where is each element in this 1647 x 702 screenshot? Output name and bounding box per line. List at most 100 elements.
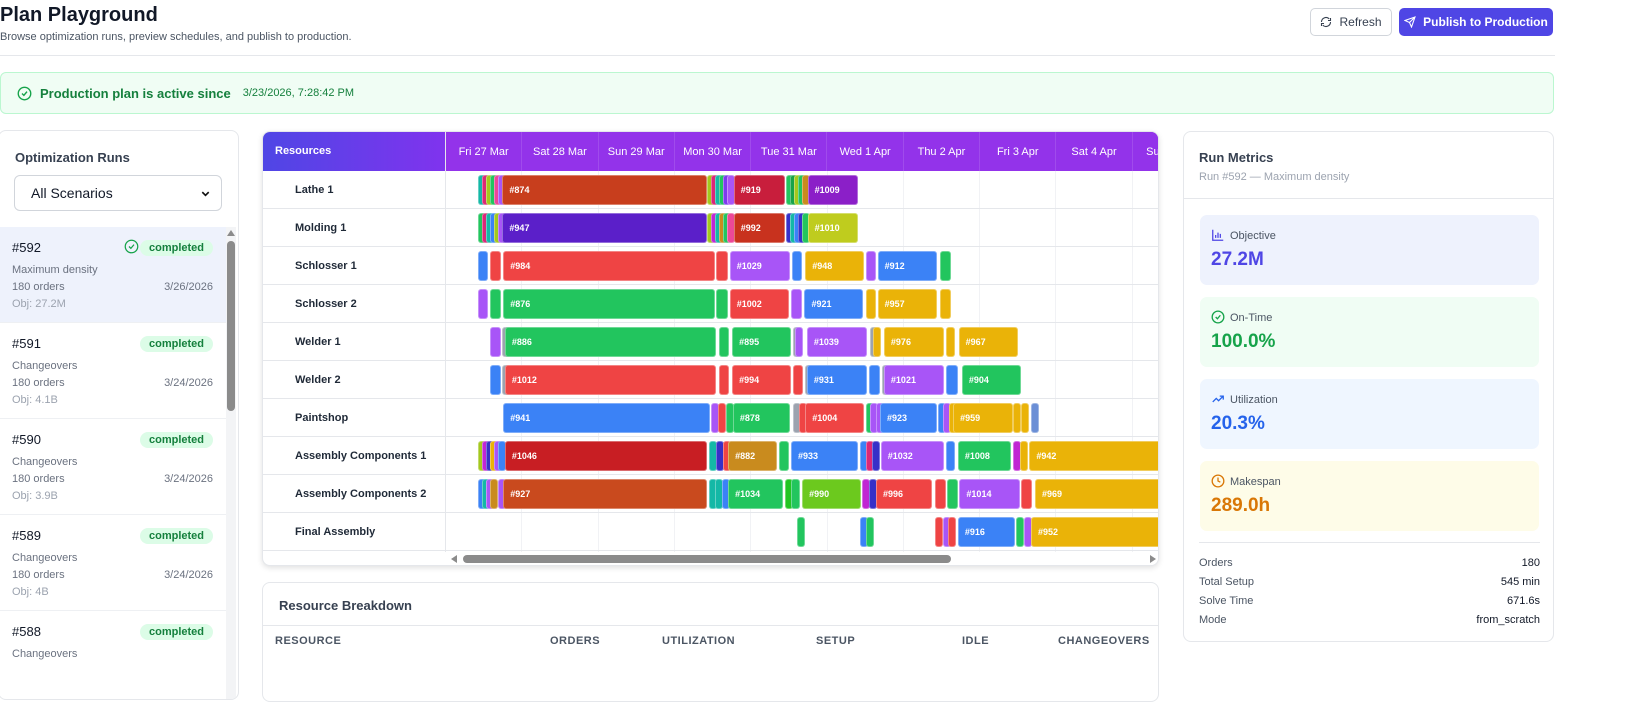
order-bar[interactable]: #904: [961, 365, 1021, 395]
order-bar[interactable]: #941: [503, 403, 710, 433]
order-bar[interactable]: #1039: [806, 327, 868, 357]
setup-bar[interactable]: [945, 365, 958, 395]
setup-bar[interactable]: [939, 289, 952, 319]
run-item[interactable]: #589 completed Changeovers 180 orders 3/24/2…: [0, 515, 227, 611]
col-setup[interactable]: SETUP: [816, 635, 856, 647]
order-bar[interactable]: #952: [1030, 517, 1158, 547]
setup-bar[interactable]: [794, 327, 803, 357]
order-bar[interactable]: #916: [957, 517, 1016, 547]
setup-bar[interactable]: [946, 479, 958, 509]
run-item[interactable]: #592 completed Maximum density 180 orders 3/…: [0, 227, 227, 323]
setup-bar[interactable]: [945, 441, 955, 471]
setup-bar[interactable]: [796, 517, 805, 547]
setup-bar[interactable]: [872, 441, 880, 471]
order-bar[interactable]: #927: [503, 479, 707, 509]
setup-bar[interactable]: [872, 327, 881, 357]
col-changeovers[interactable]: CHANGEOVERS: [1058, 635, 1150, 647]
order-bar[interactable]: #1009: [807, 175, 859, 205]
order-bar[interactable]: #876: [503, 289, 715, 319]
setup-bar[interactable]: [865, 251, 876, 281]
setup-bar[interactable]: [477, 289, 489, 319]
publish-button[interactable]: Publish to Production: [1399, 8, 1553, 36]
order-bar[interactable]: #1029: [729, 251, 791, 281]
order-bar[interactable]: #1046: [504, 441, 707, 471]
setup-bar[interactable]: [1020, 403, 1029, 433]
order-bar[interactable]: #1012: [504, 365, 717, 395]
order-bar[interactable]: #912: [877, 251, 938, 281]
setup-bar[interactable]: [934, 479, 946, 509]
order-bar[interactable]: #992: [733, 213, 785, 243]
order-bar[interactable]: #1021: [883, 365, 944, 395]
setup-bar[interactable]: [489, 365, 501, 395]
order-bar[interactable]: #895: [732, 327, 791, 357]
order-bar[interactable]: #994: [732, 365, 791, 395]
setup-bar[interactable]: [791, 251, 803, 281]
order-bar[interactable]: #984: [503, 251, 715, 281]
resource-name: Assembly Components 2: [295, 488, 427, 500]
timeline-scrollbar[interactable]: [446, 552, 1158, 565]
setup-bar[interactable]: [718, 365, 729, 395]
setup-bar[interactable]: [934, 517, 943, 547]
setup-bar[interactable]: [790, 289, 803, 319]
col-orders[interactable]: ORDERS: [550, 635, 601, 647]
order-bar[interactable]: #1010: [807, 213, 859, 243]
order-bar[interactable]: #933: [790, 441, 858, 471]
col-idle[interactable]: IDLE: [962, 635, 990, 647]
setup-bar[interactable]: [1021, 479, 1032, 509]
setup-bar[interactable]: [716, 289, 729, 319]
setup-bar[interactable]: [1015, 517, 1024, 547]
setup-bar[interactable]: [865, 289, 876, 319]
order-bar[interactable]: #1008: [957, 441, 1012, 471]
setup-bar[interactable]: [939, 251, 952, 281]
col-utilization[interactable]: UTILIZATION: [662, 635, 736, 647]
order-bar[interactable]: #996: [875, 479, 933, 509]
setup-bar[interactable]: [945, 327, 956, 357]
order-bar[interactable]: #967: [958, 327, 1019, 357]
order-bar[interactable]: #878: [732, 403, 791, 433]
order-bar[interactable]: #1014: [959, 479, 1020, 509]
order-bar[interactable]: #874: [502, 175, 707, 205]
setup-bar[interactable]: [477, 251, 489, 281]
order-bar[interactable]: #886: [504, 327, 717, 357]
setup-bar[interactable]: [716, 251, 729, 281]
order-bar[interactable]: #942: [1029, 441, 1158, 471]
scenario-select[interactable]: All Scenarios: [14, 175, 222, 211]
order-bar[interactable]: #1002: [729, 289, 790, 319]
setup-bar[interactable]: [1030, 403, 1039, 433]
order-bar[interactable]: #959: [953, 403, 1013, 433]
setup-bar[interactable]: [790, 479, 800, 509]
setup-bar[interactable]: [868, 365, 880, 395]
order-bar[interactable]: #990: [802, 479, 861, 509]
setup-bar[interactable]: [1019, 441, 1028, 471]
order-bar[interactable]: #931: [806, 365, 868, 395]
order-bar[interactable]: #921: [804, 289, 864, 319]
setup-bar[interactable]: [489, 289, 501, 319]
setup-bar[interactable]: [489, 479, 498, 509]
col-resource[interactable]: RESOURCE: [275, 635, 342, 647]
setup-bar[interactable]: [718, 327, 729, 357]
setup-bar[interactable]: [865, 517, 874, 547]
order-bar[interactable]: #976: [883, 327, 944, 357]
run-item[interactable]: #591 completed Changeovers 180 orders 3/24/2…: [0, 323, 227, 419]
run-item[interactable]: #588 completed Changeovers: [0, 611, 227, 699]
setup-bar[interactable]: [489, 251, 501, 281]
setup-bar[interactable]: [792, 365, 803, 395]
order-bar[interactable]: #923: [879, 403, 938, 433]
run-id: #590: [12, 432, 41, 447]
order-bar[interactable]: #919: [733, 175, 785, 205]
order-bar[interactable]: #969: [1034, 479, 1158, 509]
order-bar[interactable]: #1004: [805, 403, 865, 433]
order-bar[interactable]: #948: [805, 251, 865, 281]
order-bar[interactable]: #947: [502, 213, 707, 243]
order-bar[interactable]: #882: [728, 441, 777, 471]
run-item[interactable]: #590 completed Changeovers 180 orders 3/24/2…: [0, 419, 227, 515]
runs-scrollbar[interactable]: [226, 227, 236, 699]
setup-bar[interactable]: [717, 403, 726, 433]
refresh-button[interactable]: Refresh: [1310, 8, 1392, 36]
setup-bar[interactable]: [948, 517, 957, 547]
order-bar[interactable]: #1034: [728, 479, 783, 509]
setup-bar[interactable]: [489, 327, 501, 357]
setup-bar[interactable]: [779, 441, 790, 471]
order-bar[interactable]: #957: [877, 289, 938, 319]
order-bar[interactable]: #1032: [880, 441, 944, 471]
